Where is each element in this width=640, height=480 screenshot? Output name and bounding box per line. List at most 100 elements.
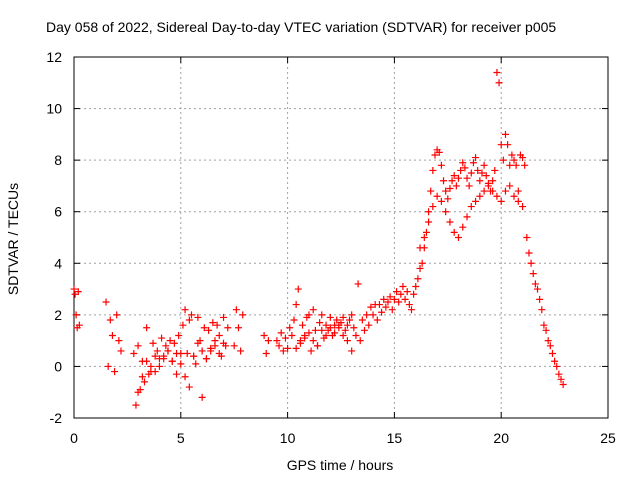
data-point <box>288 331 296 339</box>
data-point <box>183 350 191 358</box>
data-point <box>318 311 326 319</box>
data-point <box>501 187 509 195</box>
data-point <box>305 329 313 337</box>
data-point <box>224 324 232 332</box>
x-tick-label: 10 <box>280 430 296 446</box>
data-point <box>205 326 213 334</box>
data-point <box>301 334 309 342</box>
x-axis-title: GPS time / hours <box>287 457 394 473</box>
data-point <box>292 344 300 352</box>
data-point <box>459 159 467 167</box>
data-point <box>346 316 354 324</box>
data-point <box>143 324 151 332</box>
data-point <box>341 326 349 334</box>
data-point <box>401 295 409 303</box>
data-point <box>70 285 78 293</box>
data-point <box>476 177 484 185</box>
data-point <box>177 360 185 368</box>
data-point <box>527 259 535 267</box>
data-point <box>134 388 142 396</box>
data-point <box>316 319 324 327</box>
y-tick-label: 12 <box>46 49 62 65</box>
data-point <box>294 285 302 293</box>
data-point <box>290 316 298 324</box>
data-point <box>207 344 215 352</box>
data-point <box>410 290 418 298</box>
data-point <box>450 228 458 236</box>
data-point <box>478 169 486 177</box>
data-point <box>484 182 492 190</box>
y-tick-label: 4 <box>54 255 62 271</box>
data-point <box>198 393 206 401</box>
data-point <box>474 166 482 174</box>
data-point <box>339 331 347 339</box>
data-point <box>534 285 542 293</box>
y-tick-label: 6 <box>54 204 62 220</box>
data-point <box>102 298 110 306</box>
data-point <box>448 177 456 185</box>
data-point <box>155 362 163 370</box>
data-point <box>399 282 407 290</box>
data-point <box>147 368 155 376</box>
data-point <box>166 337 174 345</box>
data-point <box>501 130 509 138</box>
data-point <box>230 342 238 350</box>
data-point <box>397 290 405 298</box>
data-point <box>405 301 413 309</box>
data-point <box>213 321 221 329</box>
data-point <box>262 350 270 358</box>
data-point <box>281 334 289 342</box>
data-point <box>168 357 176 365</box>
data-point <box>540 321 548 329</box>
y-tick-label: 10 <box>46 101 62 117</box>
data-point <box>429 203 437 211</box>
data-point <box>339 313 347 321</box>
x-tick-label: 25 <box>600 430 616 446</box>
x-tick-labels: 0 5 10 15 20 25 <box>70 430 616 446</box>
data-point <box>279 347 287 355</box>
data-point <box>273 337 281 345</box>
data-point <box>416 264 424 272</box>
x-tick-label: 5 <box>177 430 185 446</box>
data-point <box>232 306 240 314</box>
data-point <box>480 187 488 195</box>
x-tick-label: 20 <box>493 430 509 446</box>
data-point <box>239 311 247 319</box>
data-point <box>220 339 228 347</box>
data-point <box>454 174 462 182</box>
data-point <box>309 306 317 314</box>
data-point <box>311 326 319 334</box>
data-point <box>117 347 125 355</box>
data-point <box>480 161 488 169</box>
data-point <box>504 141 512 149</box>
data-point <box>106 316 114 324</box>
data-point <box>380 295 388 303</box>
data-point <box>420 234 428 241</box>
data-point <box>506 161 514 169</box>
data-point <box>553 362 561 370</box>
data-point <box>388 306 396 314</box>
data-point <box>75 321 83 329</box>
data-point <box>192 360 200 368</box>
data-point <box>512 161 520 169</box>
data-point <box>407 306 415 314</box>
data-point <box>429 166 437 174</box>
data-point <box>386 293 394 301</box>
data-point <box>491 166 499 174</box>
y-tick-labels: -2 0 2 4 6 8 10 12 <box>46 49 62 426</box>
data-point <box>425 208 433 216</box>
data-point <box>275 342 283 350</box>
data-point <box>354 280 362 288</box>
data-point <box>318 326 326 334</box>
data-point <box>185 316 193 324</box>
data-point <box>403 288 411 296</box>
data-point <box>431 151 439 159</box>
data-point <box>427 187 435 195</box>
data-point <box>143 357 151 365</box>
data-point <box>215 331 223 339</box>
data-point <box>465 182 473 190</box>
data-point <box>446 185 454 193</box>
data-point <box>194 313 202 321</box>
data-point <box>378 308 386 316</box>
